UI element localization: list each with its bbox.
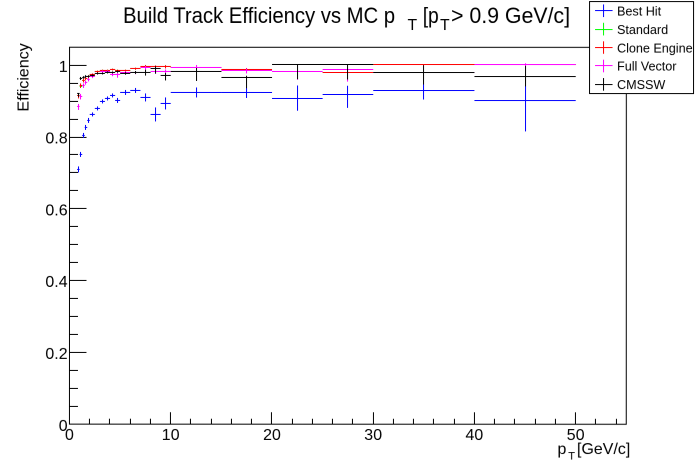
svg-text:p: p <box>557 441 566 458</box>
svg-text:> 0.9 GeV/c]: > 0.9 GeV/c] <box>451 3 570 28</box>
svg-text:0.6: 0.6 <box>45 202 67 219</box>
svg-text:40: 40 <box>465 427 483 444</box>
svg-text:Build Track Efficiency vs MC p: Build Track Efficiency vs MC p <box>123 3 395 28</box>
svg-text:1: 1 <box>59 59 68 76</box>
svg-text:30: 30 <box>364 427 382 444</box>
svg-text:T: T <box>568 451 575 463</box>
svg-text:10: 10 <box>162 427 180 444</box>
svg-text:Efficiency: Efficiency <box>15 43 32 111</box>
svg-text:Clone Engine: Clone Engine <box>617 41 693 55</box>
svg-text:T: T <box>408 17 418 34</box>
svg-text:0.2: 0.2 <box>45 346 67 363</box>
svg-text:0: 0 <box>65 427 74 444</box>
svg-text:CMSSW: CMSSW <box>617 78 665 92</box>
svg-text:0: 0 <box>59 418 68 435</box>
svg-text:0.8: 0.8 <box>45 131 67 148</box>
svg-text:Best Hit: Best Hit <box>617 5 662 19</box>
svg-text:50: 50 <box>567 427 585 444</box>
svg-text:[p: [p <box>423 3 439 28</box>
svg-text:0.4: 0.4 <box>45 274 67 291</box>
svg-text:20: 20 <box>263 427 281 444</box>
svg-text:Full Vector: Full Vector <box>617 60 677 74</box>
svg-text:Standard: Standard <box>617 23 668 37</box>
svg-text:[GeV/c]: [GeV/c] <box>577 441 630 458</box>
svg-text:T: T <box>440 17 450 34</box>
